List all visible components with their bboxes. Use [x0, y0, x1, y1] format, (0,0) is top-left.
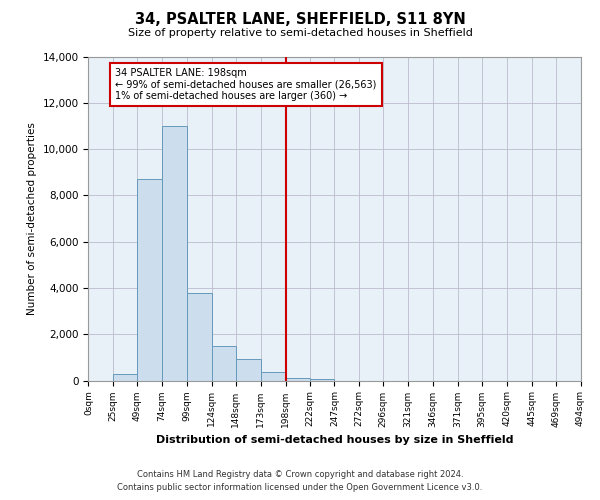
Text: 34, PSALTER LANE, SHEFFIELD, S11 8YN: 34, PSALTER LANE, SHEFFIELD, S11 8YN	[134, 12, 466, 28]
Bar	[187, 292, 212, 380]
Text: Contains HM Land Registry data © Crown copyright and database right 2024.
Contai: Contains HM Land Registry data © Crown c…	[118, 470, 482, 492]
Bar	[261, 372, 286, 380]
Bar	[162, 126, 187, 380]
Y-axis label: Number of semi-detached properties: Number of semi-detached properties	[27, 122, 37, 315]
Bar	[286, 378, 310, 380]
Bar	[236, 358, 261, 380]
Text: 34 PSALTER LANE: 198sqm
← 99% of semi-detached houses are smaller (26,563)
1% of: 34 PSALTER LANE: 198sqm ← 99% of semi-de…	[115, 68, 377, 102]
Bar	[137, 179, 162, 380]
X-axis label: Distribution of semi-detached houses by size in Sheffield: Distribution of semi-detached houses by …	[156, 435, 513, 445]
Text: Size of property relative to semi-detached houses in Sheffield: Size of property relative to semi-detach…	[128, 28, 472, 38]
Bar	[212, 346, 236, 380]
Bar	[113, 374, 137, 380]
